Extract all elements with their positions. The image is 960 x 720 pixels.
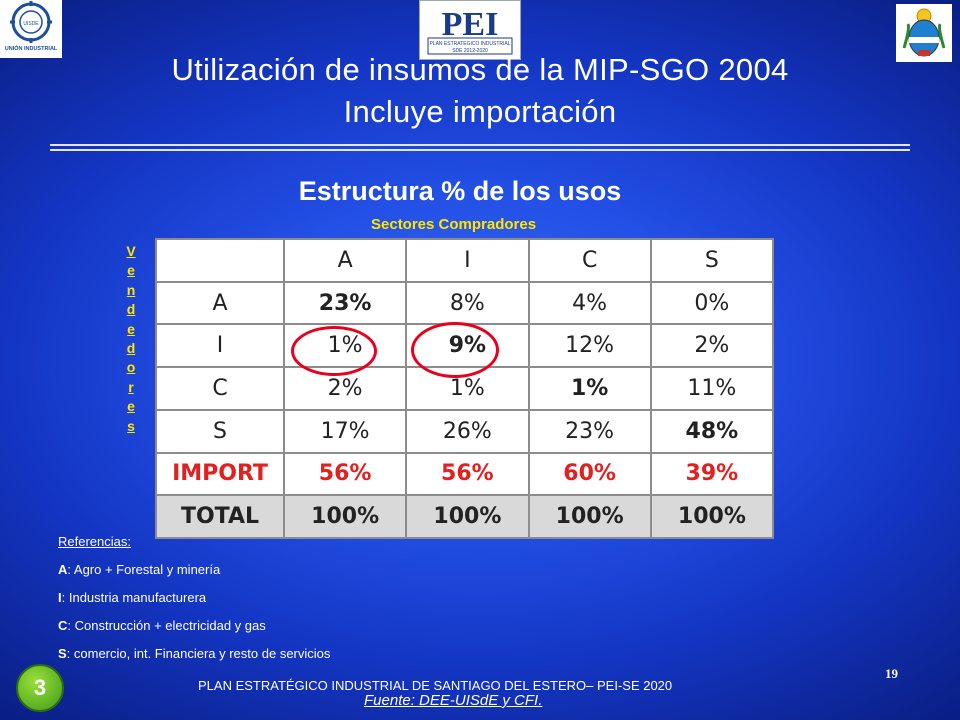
row-label: IMPORT bbox=[155, 451, 285, 497]
column-header: C bbox=[527, 238, 652, 283]
table-cell: 26% bbox=[405, 408, 530, 454]
row-group-letter: o bbox=[126, 359, 136, 376]
province-coat-of-arms-icon bbox=[896, 4, 952, 62]
table-row-import: IMPORT 56% 56% 60% 39% bbox=[155, 451, 775, 497]
pei-logo: PEI PLAN ESTRATEGICO INDUSTRIAL SDE 2012… bbox=[419, 0, 521, 60]
table-cell: 17% bbox=[282, 408, 408, 454]
page-subtitle-line: Incluye importación bbox=[343, 94, 617, 129]
table-cell: 100% bbox=[527, 494, 652, 539]
table-corner-cell bbox=[155, 238, 285, 283]
table-cell: 39% bbox=[649, 451, 775, 497]
row-label: I bbox=[155, 323, 285, 369]
usage-structure-table: A I C S A 23% 8% 4% 0% I 1% 9% 12% 2% C … bbox=[155, 238, 775, 539]
table-cell: 2% bbox=[649, 323, 775, 369]
table-header-row: A I C S bbox=[155, 238, 775, 283]
row-group-letter: e bbox=[127, 398, 135, 415]
row-group-letter: d bbox=[126, 340, 136, 357]
reference-item: A: Agro + Forestal y minería bbox=[58, 562, 221, 577]
row-group-letter: r bbox=[128, 378, 134, 395]
column-group-label: Sectores Compradores bbox=[371, 216, 537, 233]
table-cell: 48% bbox=[649, 408, 775, 454]
reference-item: C: Construcción + electricidad y gas bbox=[58, 618, 266, 633]
row-group-label: V e n d e d o r e s bbox=[124, 242, 138, 436]
table-cell: 12% bbox=[527, 323, 652, 369]
gear-emblem-icon: UISDE UNIÓN INDUSTRIAL bbox=[5, 1, 58, 52]
table-cell: 100% bbox=[282, 494, 408, 539]
table-cell: 23% bbox=[282, 280, 408, 326]
row-label: S bbox=[155, 408, 285, 454]
table-cell: 8% bbox=[405, 280, 530, 326]
source-note: Fuente: DEE-UISdE y CFI. bbox=[364, 692, 543, 709]
table-cell: 56% bbox=[405, 451, 530, 497]
row-group-letter: e bbox=[127, 320, 135, 337]
svg-text:UISDE: UISDE bbox=[23, 21, 39, 27]
footer-text: PLAN ESTRATÉGICO INDUSTRIAL DE SANTIAGO … bbox=[198, 678, 673, 693]
divider bbox=[50, 144, 910, 146]
table-cell: 100% bbox=[405, 494, 530, 539]
slide-badge: 3 bbox=[16, 664, 64, 712]
row-label: C bbox=[155, 366, 285, 411]
row-group-letter: n bbox=[126, 281, 136, 298]
table-row: S 17% 26% 23% 48% bbox=[155, 408, 775, 454]
table-cell: 0% bbox=[649, 280, 775, 326]
svg-text:SDE 2012-2020: SDE 2012-2020 bbox=[452, 48, 488, 54]
row-group-letter: e bbox=[127, 262, 135, 279]
row-group-letter: V bbox=[126, 243, 136, 259]
union-industrial-logo: UISDE UNIÓN INDUSTRIAL bbox=[0, 0, 62, 58]
reference-item: I: Industria manufacturera bbox=[58, 590, 207, 605]
table-cell: 60% bbox=[527, 451, 652, 497]
highlight-circle bbox=[411, 322, 499, 378]
column-header: I bbox=[405, 238, 530, 283]
svg-text:PEI: PEI bbox=[442, 6, 499, 43]
table-row-total: TOTAL 100% 100% 100% 100% bbox=[155, 494, 775, 539]
table-cell: 56% bbox=[282, 451, 408, 497]
svg-text:PLAN ESTRATEGICO INDUSTRIAL: PLAN ESTRATEGICO INDUSTRIAL bbox=[429, 41, 510, 47]
page-title: Utilización de insumos de la MIP-SGO 200… bbox=[171, 52, 789, 87]
section-heading: Estructura % de los usos bbox=[298, 176, 622, 206]
row-group-letter: s bbox=[127, 417, 135, 434]
references-legend: Referencias: A: Agro + Forestal y minerí… bbox=[58, 528, 330, 668]
highlight-circle bbox=[291, 326, 377, 376]
divider bbox=[50, 149, 910, 151]
column-header: S bbox=[649, 238, 775, 283]
table-cell: 4% bbox=[527, 280, 652, 326]
svg-text:UNIÓN INDUSTRIAL: UNIÓN INDUSTRIAL bbox=[5, 44, 58, 52]
row-group-letter: d bbox=[126, 301, 136, 318]
table-row: A 23% 8% 4% 0% bbox=[155, 280, 775, 326]
column-header: A bbox=[282, 238, 408, 283]
table-cell: 11% bbox=[649, 366, 775, 411]
reference-item: S: comercio, int. Financiera y resto de … bbox=[58, 646, 331, 661]
row-label: A bbox=[155, 280, 285, 326]
table-cell: 23% bbox=[527, 408, 652, 454]
references-header: Referencias: bbox=[58, 534, 131, 549]
table-cell: 100% bbox=[649, 494, 775, 539]
table-cell: 1% bbox=[527, 366, 652, 411]
page-number: 19 bbox=[885, 666, 898, 681]
row-label: TOTAL bbox=[155, 494, 285, 539]
